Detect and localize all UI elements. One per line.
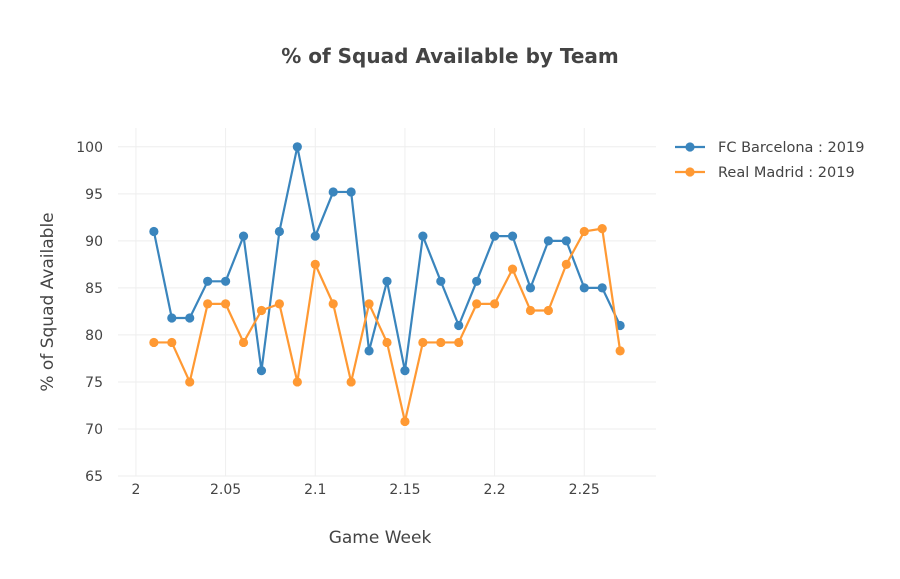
data-point[interactable] <box>525 305 536 316</box>
data-point[interactable] <box>256 366 267 376</box>
data-point[interactable] <box>490 299 500 309</box>
data-point[interactable] <box>346 377 356 387</box>
y-tick-label: 85 <box>85 281 103 297</box>
data-point[interactable] <box>472 276 482 286</box>
y-tick-label: 80 <box>85 328 103 344</box>
x-tick-label: 2.1 <box>304 482 326 498</box>
x-tick-label: 2 <box>131 482 140 498</box>
data-point[interactable] <box>561 259 571 269</box>
data-point[interactable] <box>238 231 249 241</box>
data-point[interactable] <box>418 231 428 241</box>
legend-marker <box>685 142 695 152</box>
data-point[interactable] <box>221 276 231 286</box>
data-point[interactable] <box>507 264 518 274</box>
y-tick-label: 95 <box>85 187 103 203</box>
x-tick-label: 2.25 <box>569 482 600 498</box>
data-point[interactable] <box>328 299 338 309</box>
data-point[interactable] <box>149 337 159 348</box>
legend-label: FC Barcelona : 2019 <box>718 140 864 156</box>
data-point[interactable] <box>364 299 374 309</box>
data-point[interactable] <box>436 337 446 348</box>
data-point[interactable] <box>597 224 607 234</box>
data-point[interactable] <box>579 226 589 237</box>
x-tick-label: 2.05 <box>210 482 241 498</box>
data-point[interactable] <box>543 305 554 316</box>
data-point[interactable] <box>382 337 392 348</box>
data-point[interactable] <box>203 299 213 309</box>
x-tick-label: 2.15 <box>389 482 420 498</box>
data-point[interactable] <box>507 231 518 241</box>
data-point[interactable] <box>597 283 607 293</box>
data-point[interactable] <box>274 299 284 309</box>
data-point[interactable] <box>364 346 374 356</box>
data-point[interactable] <box>543 236 554 246</box>
data-point[interactable] <box>149 226 159 237</box>
axis-ticks: 65 70 75 80 85 90 95 100 2 2.05 2.1 2.15 2.2 2.25 <box>76 140 600 498</box>
y-tick-label: 75 <box>85 375 103 391</box>
data-point[interactable] <box>185 313 195 323</box>
data-point[interactable] <box>490 231 500 241</box>
series-1 <box>149 142 625 376</box>
data-point[interactable] <box>203 276 213 286</box>
y-tick-label: 90 <box>85 234 103 250</box>
series-line <box>152 145 622 372</box>
data-point[interactable] <box>167 337 177 348</box>
legend-item[interactable]: FC Barcelona : 2019 <box>675 140 864 156</box>
data-point[interactable] <box>274 226 284 237</box>
data-point[interactable] <box>454 320 464 331</box>
data-point[interactable] <box>436 276 446 286</box>
data-point[interactable] <box>579 283 589 293</box>
legend[interactable]: FC Barcelona : 2019 Real Madrid : 2019 <box>675 140 864 181</box>
x-axis-title: Game Week <box>329 528 432 548</box>
data-point[interactable] <box>418 337 428 348</box>
data-point[interactable] <box>472 299 482 309</box>
data-point[interactable] <box>561 236 571 246</box>
data-point[interactable] <box>346 187 356 197</box>
data-point[interactable] <box>292 377 302 387</box>
data-point[interactable] <box>400 416 410 427</box>
series-line <box>153 227 622 423</box>
data-point[interactable] <box>328 187 338 197</box>
y-tick-label: 65 <box>85 469 103 485</box>
data-point[interactable] <box>310 231 320 241</box>
data-point[interactable] <box>238 337 249 348</box>
data-point[interactable] <box>454 337 464 348</box>
y-tick-label: 70 <box>85 422 103 438</box>
chart-title: % of Squad Available by Team <box>281 44 619 68</box>
data-point[interactable] <box>615 346 625 356</box>
legend-marker <box>685 167 695 177</box>
data-point[interactable] <box>382 276 392 286</box>
data-point[interactable] <box>292 142 302 152</box>
series-2 <box>149 224 625 427</box>
data-point[interactable] <box>256 305 267 316</box>
y-tick-label: 100 <box>76 140 103 156</box>
data-point[interactable] <box>400 366 410 376</box>
y-axis-title: % of Squad Available <box>38 212 58 391</box>
series-layer <box>149 142 625 427</box>
data-point[interactable] <box>185 377 195 387</box>
data-point[interactable] <box>310 259 320 269</box>
data-point[interactable] <box>221 299 231 309</box>
legend-item[interactable]: Real Madrid : 2019 <box>675 165 855 181</box>
x-tick-label: 2.2 <box>483 482 505 498</box>
legend-label: Real Madrid : 2019 <box>718 165 855 181</box>
data-point[interactable] <box>525 283 536 293</box>
data-point[interactable] <box>167 313 177 323</box>
